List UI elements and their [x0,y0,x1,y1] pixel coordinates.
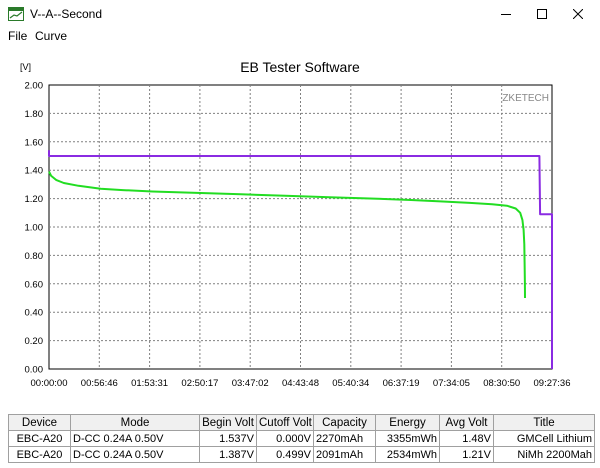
x-tick-label: 06:37:19 [383,378,420,389]
minimize-button[interactable] [488,0,524,28]
chart-panel: EB Tester Software [V] 0.00 0.20 0.40 0.60 0… [0,46,600,408]
x-tick-label: 00:56:46 [81,378,118,389]
maximize-button[interactable] [524,0,560,28]
cell-capacity: 2091mAh [313,446,376,463]
y-tick-label: 0.00 [25,365,44,376]
cell-title: NiMh 2200Mah [493,446,595,463]
results-table: Device Mode Begin Volt Cutoff Volt Capac… [8,414,595,463]
y-tick-label: 1.60 [25,137,44,148]
table-row[interactable]: EBC-A20 D-CC 0.24A 0.50V 1.537V 0.000V 2… [8,430,595,447]
menu-file[interactable]: File [8,29,28,43]
y-tick-label: 1.40 [25,166,44,177]
y-axis-unit: [V] [20,62,31,72]
header-title[interactable]: Title [493,414,595,431]
header-device[interactable]: Device [8,414,71,431]
watermark: ZKETECH [502,93,549,104]
cell-mode: D-CC 0.24A 0.50V [70,430,200,447]
y-axis-ticks: 0.00 0.20 0.40 0.60 0.80 1.00 1.20 1.40 1.60 1.80… [25,81,44,376]
y-tick-label: 0.20 [25,336,44,347]
x-tick-label: 02:50:17 [181,378,218,389]
cell-begin-volt: 1.537V [199,430,257,447]
menu-curve[interactable]: Curve [35,29,68,43]
chart-title: EB Tester Software [240,59,360,75]
y-tick-label: 0.60 [25,279,44,290]
maximize-icon [537,9,547,19]
header-begin-volt[interactable]: Begin Volt [199,414,257,431]
y-tick-label: 1.80 [25,109,44,120]
close-icon [573,9,583,19]
cell-energy: 2534mWh [375,446,440,463]
app-icon [8,7,24,21]
results-table-wrap: Device Mode Begin Volt Cutoff Volt Capac… [8,414,595,464]
series-line-1 [48,150,553,369]
cell-cutoff-volt: 0.499V [256,446,314,463]
x-tick-label: 00:00:00 [31,378,68,389]
minimize-icon [501,14,511,15]
x-tick-label: 08:30:50 [483,378,520,389]
y-tick-label: 2.00 [25,81,44,92]
cell-device: EBC-A20 [8,430,71,447]
cell-begin-volt: 1.387V [199,446,257,463]
y-tick-label: 1.20 [25,194,44,205]
chart-series [48,150,553,369]
x-tick-label: 04:43:48 [282,378,319,389]
header-energy[interactable]: Energy [375,414,440,431]
table-row[interactable]: EBC-A20 D-CC 0.24A 0.50V 1.387V 0.499V 2… [8,446,595,463]
y-tick-label: 0.40 [25,308,44,319]
series-line-2 [48,171,526,299]
cell-mode: D-CC 0.24A 0.50V [70,446,200,463]
cell-avg-volt: 1.48V [439,430,494,447]
x-axis-ticks: 00:00:00 00:56:46 01:53:31 02:50:17 03:47:02… [31,378,571,389]
x-tick-label: 09:27:36 [534,378,571,389]
title-bar[interactable]: V--A--Second [0,0,600,28]
cell-title: GMCell Lithium [493,430,595,447]
y-tick-label: 0.80 [25,251,44,262]
x-tick-label: 05:40:34 [332,378,369,389]
window-title: V--A--Second [30,7,103,21]
voltage-chart: EB Tester Software [V] 0.000.200.400.600… [20,59,571,389]
header-capacity[interactable]: Capacity [313,414,376,431]
menu-bar: File Curve [0,28,600,45]
close-button[interactable] [560,0,596,28]
cell-avg-volt: 1.21V [439,446,494,463]
y-tick-label: 1.00 [25,223,44,234]
cell-capacity: 2270mAh [313,430,376,447]
cell-device: EBC-A20 [8,446,71,463]
chart-grid [49,85,552,369]
cell-cutoff-volt: 0.000V [256,430,314,447]
x-tick-label: 03:47:02 [232,378,269,389]
x-tick-label: 07:34:05 [433,378,470,389]
header-cutoff-volt[interactable]: Cutoff Volt [256,414,314,431]
table-header-row: Device Mode Begin Volt Cutoff Volt Capac… [8,414,595,431]
header-mode[interactable]: Mode [70,414,200,431]
cell-energy: 3355mWh [375,430,440,447]
header-avg-volt[interactable]: Avg Volt [439,414,494,431]
x-tick-label: 01:53:31 [131,378,168,389]
